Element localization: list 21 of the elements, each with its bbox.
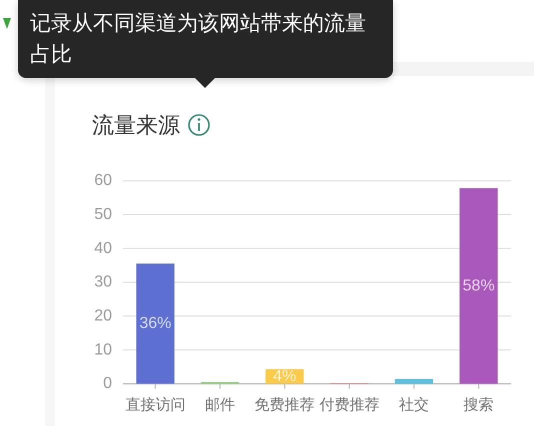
y-tick-label: 30 [94,274,112,291]
bar [394,378,434,384]
bar [136,264,174,384]
data-label: 58% [462,277,495,294]
bar [460,188,498,384]
y-tick-label: 50 [94,206,112,224]
y-tick-label: 20 [94,308,112,325]
chart-title: 流量来源 [92,112,180,138]
y-tick-label: 40 [94,240,112,257]
x-tick-label: 社交 [399,396,429,414]
y-tick-label: 10 [94,341,112,358]
y-tick-label: 0 [103,375,112,392]
x-tick-label: 直接访问 [125,396,186,414]
x-tick-label: 付费推荐 [318,396,380,414]
y-tick-label: 60 [94,172,112,190]
data-label: 36% [139,315,172,332]
text: 记录从不同渠道为该网站带来的流量占比 [18,0,393,78]
x-tick-label: 免费推荐 [254,396,315,414]
x-tick-label: 搜索 [464,396,494,414]
data-label: 4% [273,368,296,385]
x-tick-label: 邮件 [205,396,235,414]
